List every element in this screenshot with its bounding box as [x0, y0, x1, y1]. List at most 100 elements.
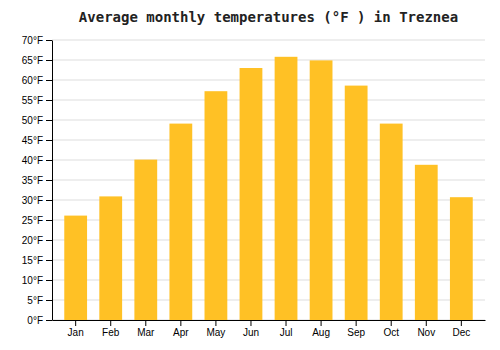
- x-tick-label: Oct: [383, 327, 399, 338]
- grid-line: [52, 120, 485, 121]
- y-tick: 65°F: [22, 55, 52, 66]
- y-tick: 20°F: [22, 235, 52, 246]
- x-axis: Jan Feb Mar Apr May Jun Jul Aug Sep Oct Nov Dec: [53, 320, 486, 338]
- bar: [380, 124, 403, 320]
- x-tick: Mar: [137, 320, 155, 338]
- y-tick-mark: [46, 200, 52, 201]
- y-tick: 50°F: [22, 115, 52, 126]
- grid-line: [52, 160, 485, 161]
- x-tick-label: Jan: [68, 327, 84, 338]
- y-tick-mark: [46, 140, 52, 141]
- y-axis: 0°F 5°F 10°F 15°F 20°F 25°F 30°F 35°F 40°F 45°F 50…: [22, 35, 53, 326]
- x-axis-line: [53, 320, 486, 321]
- bar: [450, 197, 473, 320]
- x-tick: Feb: [102, 320, 120, 338]
- y-tick-mark: [46, 100, 52, 101]
- y-tick-mark: [46, 320, 52, 321]
- x-tick-mark: [180, 320, 181, 326]
- y-tick: 60°F: [22, 75, 52, 86]
- x-tick-label: May: [206, 327, 225, 338]
- x-tick-label: Apr: [173, 327, 189, 338]
- x-tick-label: Mar: [137, 327, 155, 338]
- y-tick-mark: [46, 240, 52, 241]
- x-tick: Dec: [452, 320, 470, 338]
- y-tick-label: 5°F: [27, 295, 43, 306]
- y-tick-mark: [46, 220, 52, 221]
- y-tick-label: 60°F: [22, 75, 43, 86]
- bar: [275, 57, 298, 320]
- y-tick: 30°F: [22, 195, 52, 206]
- x-tick-label: Nov: [417, 327, 435, 338]
- x-tick-label: Jun: [243, 327, 259, 338]
- bar: [310, 60, 333, 320]
- x-tick-mark: [215, 320, 216, 326]
- bar: [99, 196, 122, 320]
- y-tick-label: 20°F: [22, 235, 43, 246]
- y-tick-label: 15°F: [22, 255, 43, 266]
- y-tick-label: 25°F: [22, 215, 43, 226]
- x-tick: Jan: [68, 320, 84, 338]
- bar: [345, 86, 368, 320]
- x-tick: Apr: [173, 320, 189, 338]
- x-tick-mark: [145, 320, 146, 326]
- y-tick-label: 55°F: [22, 95, 43, 106]
- y-tick-label: 45°F: [22, 135, 43, 146]
- y-tick: 10°F: [22, 275, 52, 286]
- bar: [240, 68, 263, 320]
- y-tick: 15°F: [22, 255, 52, 266]
- y-tick: 0°F: [27, 315, 52, 326]
- x-tick-label: Sep: [347, 327, 365, 338]
- x-tick: Jun: [243, 320, 259, 338]
- x-tick: May: [206, 320, 225, 338]
- grid-line: [52, 140, 485, 141]
- bar: [205, 91, 228, 320]
- y-tick-label: 10°F: [22, 275, 43, 286]
- y-tick-label: 65°F: [22, 55, 43, 66]
- y-tick: 40°F: [22, 155, 52, 166]
- bar: [169, 124, 192, 320]
- chart: Average monthly temperatures (°F ) in Tr…: [0, 0, 500, 350]
- y-tick-mark: [46, 180, 52, 181]
- x-tick-label: Aug: [312, 327, 330, 338]
- x-tick-mark: [110, 320, 111, 326]
- y-tick-mark: [46, 60, 52, 61]
- x-tick: Aug: [312, 320, 330, 338]
- x-tick-label: Dec: [452, 327, 470, 338]
- y-tick-mark: [46, 160, 52, 161]
- y-tick-mark: [46, 80, 52, 81]
- grid-line: [52, 60, 485, 61]
- bar: [415, 165, 438, 320]
- x-tick: Oct: [383, 320, 399, 338]
- y-tick: 35°F: [22, 175, 52, 186]
- title: Average monthly temperatures (°F ) in Tr…: [79, 9, 458, 25]
- y-tick: 5°F: [27, 295, 52, 306]
- y-tick: 55°F: [22, 95, 52, 106]
- x-tick-mark: [321, 320, 322, 326]
- y-tick-mark: [46, 120, 52, 121]
- x-tick: Jul: [280, 320, 293, 338]
- y-tick: 45°F: [22, 135, 52, 146]
- grid-line: [52, 100, 485, 101]
- bars: [64, 57, 472, 320]
- y-tick-mark: [46, 300, 52, 301]
- y-tick-mark: [46, 260, 52, 261]
- y-tick-label: 0°F: [27, 315, 43, 326]
- plot: 0°F 5°F 10°F 15°F 20°F 25°F 30°F 35°F 40°F 45°F 50…: [22, 35, 486, 338]
- bar: [64, 216, 87, 320]
- y-tick-mark: [46, 280, 52, 281]
- y-tick-label: 35°F: [22, 175, 43, 186]
- x-tick-mark: [391, 320, 392, 326]
- x-tick-mark: [75, 320, 76, 326]
- y-axis-line: [52, 41, 53, 321]
- x-tick: Sep: [347, 320, 365, 338]
- x-tick-mark: [461, 320, 462, 326]
- y-tick-label: 50°F: [22, 115, 43, 126]
- x-tick-mark: [356, 320, 357, 326]
- bar: [134, 160, 157, 320]
- grid-line: [52, 80, 485, 81]
- grid: [52, 40, 485, 320]
- y-tick: 70°F: [22, 35, 52, 46]
- x-tick-label: Jul: [280, 327, 293, 338]
- y-tick: 25°F: [22, 215, 52, 226]
- y-tick-mark: [46, 40, 52, 41]
